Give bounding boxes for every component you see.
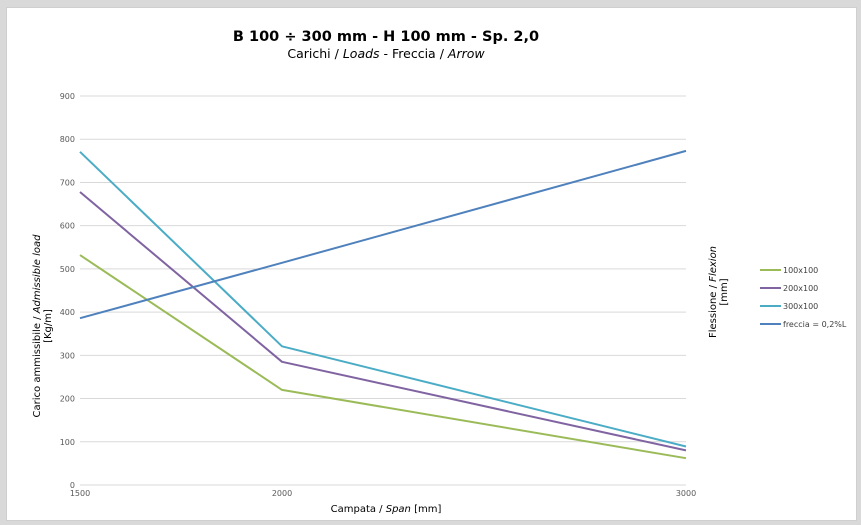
svg-text:[mm]: [mm] xyxy=(719,278,730,305)
legend-label: freccia = 0,2%L xyxy=(783,320,847,329)
x-tick-label: 1500 xyxy=(70,489,90,498)
series-line xyxy=(79,191,687,452)
y-tick-label: 300 xyxy=(60,351,75,360)
chart-title: B 100 ÷ 300 mm - H 100 mm - Sp. 2,0 xyxy=(233,29,539,45)
y-tick-label: 800 xyxy=(60,135,75,144)
legend-label: 100x100 xyxy=(783,266,818,275)
y-tick-label: 200 xyxy=(60,395,75,404)
x-axis-title: Campata / Span [mm] xyxy=(331,504,442,515)
svg-text:[Kg/m]: [Kg/m] xyxy=(43,309,54,343)
gridlines xyxy=(80,95,686,486)
y-tick-label: 0 xyxy=(70,481,75,490)
chart-subtitle: Carichi / Loads - Freccia / Arrow xyxy=(287,46,485,61)
y-tick-label: 500 xyxy=(60,265,75,274)
secondary-axis-title: Flessione / Flexion [mm] xyxy=(708,246,730,338)
svg-text:Carico ammissibile / Admissibl: Carico ammissibile / Admissible load xyxy=(32,234,43,418)
y-tick-label: 600 xyxy=(60,222,75,231)
series-line xyxy=(79,254,687,460)
y-tick-label: 900 xyxy=(60,92,75,101)
chart-frame xyxy=(6,7,857,521)
legend-label: 200x100 xyxy=(783,284,818,293)
x-tick-label: 2000 xyxy=(272,489,292,498)
legend: 100x100 200x100 300x100 freccia = 0,2%L xyxy=(760,266,847,329)
svg-text:Flessione / Flexion: Flessione / Flexion xyxy=(708,246,719,338)
series-lines xyxy=(79,149,687,460)
legend-label: 300x100 xyxy=(783,302,818,311)
series-line xyxy=(79,151,687,448)
x-tick-labels: 1500 2000 3000 xyxy=(70,489,696,498)
y-tick-label: 700 xyxy=(60,178,75,187)
y-axis-title: Carico ammissibile / Admissible load [Kg… xyxy=(32,234,54,418)
x-tick-label: 3000 xyxy=(676,489,696,498)
y-tick-labels: 0 100 200 300 400 500 600 700 800 900 xyxy=(60,92,75,490)
y-tick-label: 100 xyxy=(60,438,75,447)
y-tick-label: 400 xyxy=(60,308,75,317)
series-line xyxy=(79,149,687,320)
